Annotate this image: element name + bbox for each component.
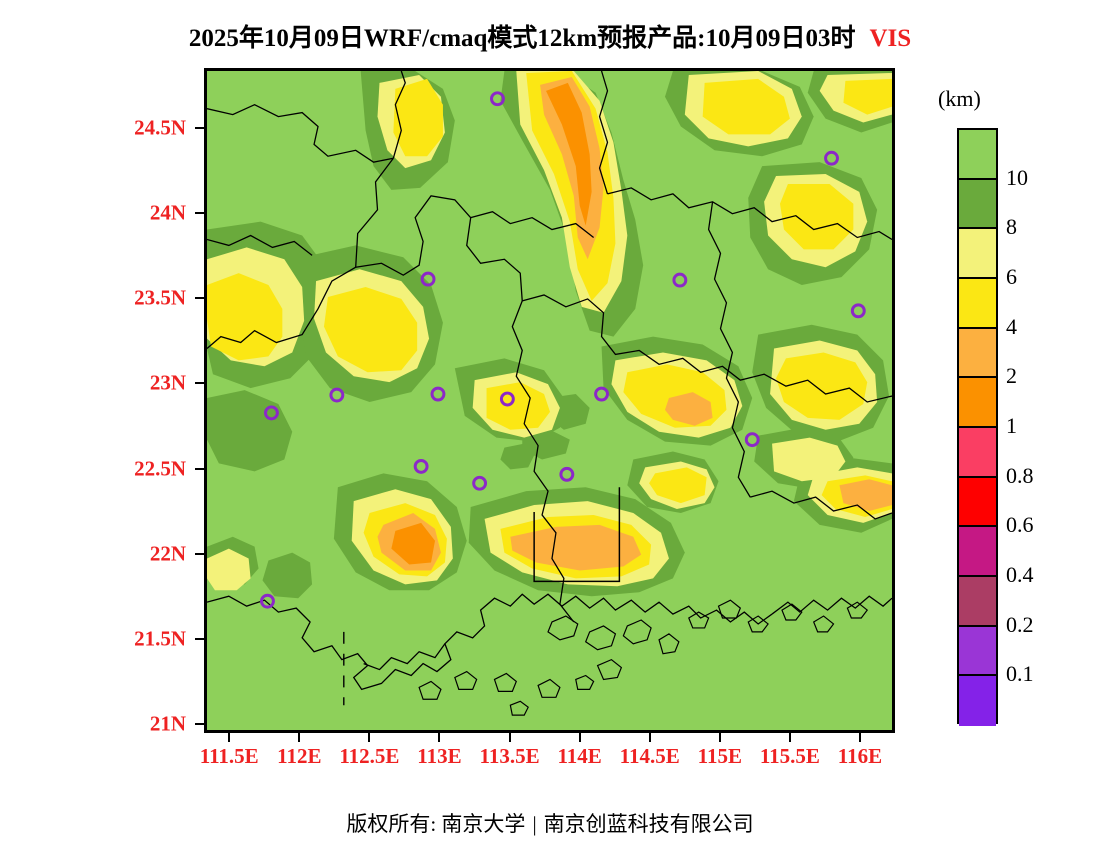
footer-copyright: 版权所有: 南京大学 | 南京创蓝科技有限公司	[0, 808, 1100, 838]
lon-tick-mark	[438, 733, 441, 742]
lon-tick-label: 116E	[837, 744, 883, 768]
colorbar-tick-label: 0.6	[1006, 512, 1034, 538]
colorbar-tick-label: 4	[1006, 313, 1017, 339]
lon-tick-label: 113E	[417, 744, 462, 768]
station-marker	[850, 303, 866, 319]
lon-tick-label: 115E	[697, 744, 742, 768]
station-marker	[594, 386, 609, 402]
colorbar-band	[959, 576, 996, 627]
station-marker	[824, 150, 839, 166]
colorbar-tick-label: 0.1	[1006, 661, 1034, 687]
title-main-text: 2025年10月09日WRF/cmaq模式12km预报产品:10月09日03时	[188, 25, 856, 52]
colorbar-band	[959, 328, 996, 379]
station-marker	[490, 91, 505, 107]
colorbar-band	[959, 527, 996, 577]
station-markers[interactable]	[260, 91, 866, 609]
island-outlines	[418, 599, 869, 716]
lat-tick-label: 21.5N	[134, 626, 186, 651]
colorbar-band	[959, 278, 996, 329]
lat-tick-mark	[195, 552, 204, 555]
colorbar-tick-label: 0.8	[1006, 462, 1034, 488]
lat-tick-label: 24N	[149, 200, 186, 225]
lat-tick-label: 23.5N	[134, 285, 186, 310]
lat-tick-mark	[195, 211, 204, 214]
station-marker	[744, 432, 760, 448]
footer-separator: |	[532, 812, 537, 836]
colorbar-band	[959, 626, 996, 677]
lat-tick-mark	[195, 638, 204, 641]
lat-tick-mark	[195, 382, 204, 385]
lon-tick-mark	[508, 733, 511, 742]
colorbar-tick-label: 8	[1006, 214, 1017, 240]
station-marker	[559, 466, 575, 482]
station-marker	[499, 391, 515, 407]
lon-tick-label: 115.5E	[759, 744, 820, 768]
lon-tick-mark	[578, 733, 581, 742]
lon-tick-mark	[228, 733, 231, 742]
lon-tick-mark	[298, 733, 301, 742]
colorbar-tick-label: 0.2	[1006, 611, 1034, 637]
lat-tick-mark	[195, 126, 204, 129]
colorbar-band	[959, 229, 996, 279]
footer-copyright-text: 版权所有: 南京大学	[346, 812, 526, 836]
lat-tick-label: 21N	[149, 711, 186, 736]
footer-company-text: 南京创蓝科技有限公司	[543, 812, 754, 836]
station-marker	[329, 387, 345, 403]
lat-tick-mark	[195, 723, 204, 726]
lon-tick-mark	[368, 733, 371, 742]
colorbar-band	[959, 427, 996, 478]
colorbar-tick-label: 10	[1006, 164, 1028, 190]
station-marker	[472, 475, 488, 491]
station-marker	[420, 271, 436, 287]
station-marker	[264, 405, 279, 421]
colorbar[interactable]	[957, 128, 998, 726]
longitude-axis: 111.5E 112E 112.5E 113E 113.5E 114E 114.5E 115E…	[0, 744, 1100, 774]
latitude-axis: 24.5N 24N 23.5N 23N 22.5N 22N 21.5N 21N	[0, 0, 196, 850]
lat-tick-label: 22.5N	[134, 456, 186, 481]
lat-tick-mark	[195, 467, 204, 470]
maritime-boundary-box	[533, 487, 621, 583]
colorbar-unit-label: (km)	[938, 86, 981, 111]
title-variable-text: VIS	[869, 25, 912, 52]
station-marker	[413, 458, 429, 474]
visibility-contour-map	[207, 71, 892, 730]
colorbar-tick-label: 6	[1006, 264, 1017, 289]
lon-tick-mark	[858, 733, 861, 742]
lon-tick-label: 114E	[557, 744, 602, 768]
contour-band-1-2	[391, 82, 592, 565]
colorbar-tick-label: 2	[1006, 363, 1017, 389]
lon-tick-label: 111.5E	[199, 744, 259, 768]
colorbar-band	[959, 130, 996, 180]
lon-tick-mark	[788, 733, 791, 742]
lat-tick-label: 23N	[149, 370, 186, 395]
colorbar-band	[959, 676, 996, 726]
map-plot-area[interactable]	[204, 68, 895, 733]
lon-tick-label: 112E	[277, 744, 322, 768]
lon-tick-label: 113.5E	[479, 744, 540, 768]
lon-tick-label: 112.5E	[339, 744, 400, 768]
chart-title: 2025年10月09日WRF/cmaq模式12km预报产品:10月09日03时 V…	[0, 18, 1100, 54]
colorbar-tick-label: 1	[1006, 413, 1017, 438]
colorbar-band	[959, 477, 996, 528]
lat-tick-label: 22N	[149, 541, 186, 566]
colorbar-band	[959, 179, 996, 230]
coastline	[207, 593, 892, 691]
lon-tick-mark	[718, 733, 721, 742]
station-marker	[260, 593, 275, 609]
colorbar-tick-label: 0.4	[1006, 562, 1034, 587]
station-marker	[430, 386, 446, 402]
lon-tick-mark	[648, 733, 651, 742]
lat-tick-mark	[195, 297, 204, 300]
colorbar-band	[959, 378, 996, 428]
lon-tick-label: 114.5E	[619, 744, 680, 768]
station-marker	[672, 272, 688, 288]
lat-tick-label: 24.5N	[134, 115, 186, 140]
province-boundaries	[207, 71, 892, 623]
